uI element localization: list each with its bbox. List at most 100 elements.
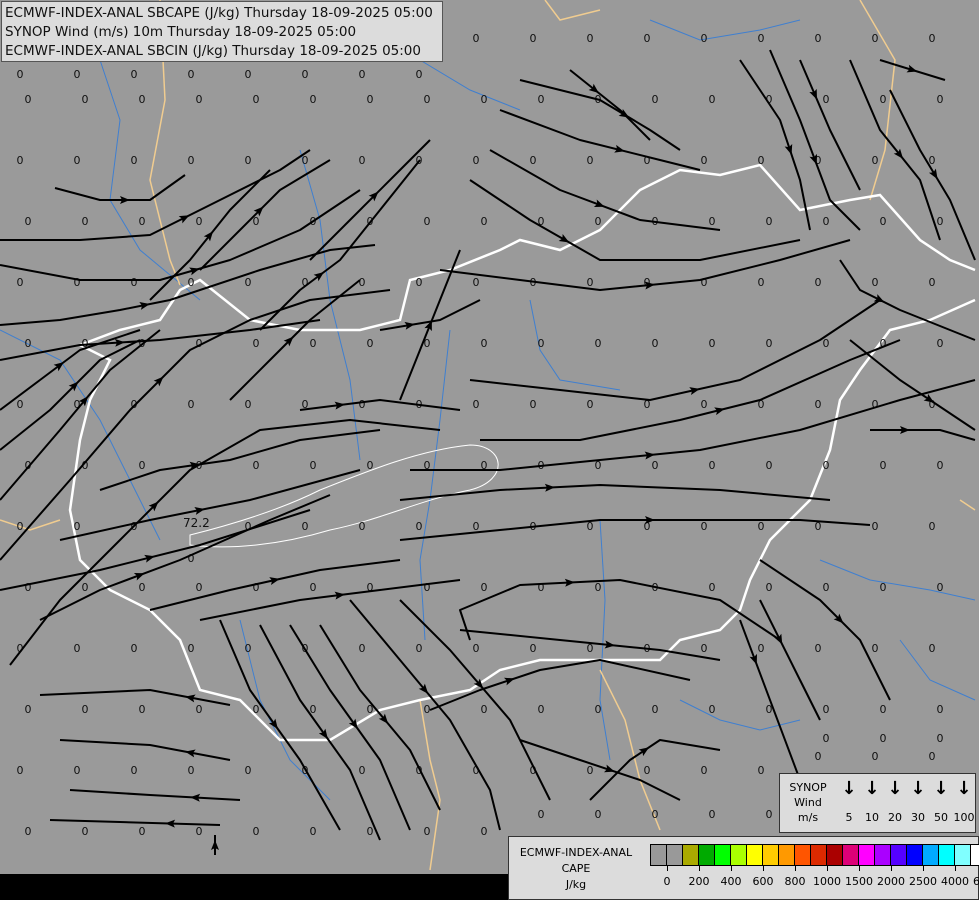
cin-value: 0 — [766, 215, 773, 228]
cin-value: 0 — [644, 32, 651, 45]
cape-legend-title-line: ECMWF-INDEX-ANAL — [519, 846, 633, 859]
cape-legend-unit: J/kg — [565, 878, 587, 891]
cin-value: 0 — [538, 703, 545, 716]
cape-color-swatch — [843, 845, 859, 865]
streamline-arrow-icon — [368, 191, 379, 202]
cin-value: 0 — [815, 750, 822, 763]
cin-value: 0 — [929, 398, 936, 411]
cin-value: 0 — [758, 642, 765, 655]
cin-value: 0 — [17, 398, 24, 411]
cin-value: 0 — [937, 93, 944, 106]
cin-value: 0 — [538, 93, 545, 106]
cin-value: 0 — [530, 764, 537, 777]
streamline — [59, 739, 231, 761]
streamline — [489, 149, 721, 231]
region-border — [544, 0, 601, 21]
cin-value: 0 — [25, 459, 32, 472]
streamline — [589, 739, 721, 801]
cape-tick-label: 400 — [720, 875, 742, 888]
cin-value: 0 — [766, 703, 773, 716]
cin-value: 0 — [424, 825, 431, 838]
cin-value: 0 — [481, 825, 488, 838]
cin-value: 0 — [880, 337, 887, 350]
cin-value: 0 — [139, 825, 146, 838]
cin-value: 0 — [758, 32, 765, 45]
cape-tick-mark — [698, 866, 700, 871]
streamline-arrow-icon — [133, 573, 145, 581]
cape-color-swatch — [939, 845, 955, 865]
streamline — [469, 179, 801, 261]
cin-value: 0 — [595, 581, 602, 594]
streamline-arrow-icon — [139, 302, 150, 310]
streamline — [849, 339, 976, 431]
cin-value: 0 — [253, 93, 260, 106]
cin-value: 0 — [245, 398, 252, 411]
cin-value: 0 — [929, 154, 936, 167]
cin-value: 0 — [701, 642, 708, 655]
streamline — [49, 819, 221, 828]
cin-value: 0 — [758, 276, 765, 289]
streamline-arrow-icon — [928, 168, 938, 180]
streamline-arrow-icon — [906, 64, 918, 73]
wind-arrow-icon: ↓ — [933, 778, 949, 799]
streamline-arrow-icon — [923, 393, 935, 403]
cin-value: 0 — [74, 154, 81, 167]
cin-value: 0 — [416, 276, 423, 289]
streamline — [410, 379, 976, 471]
streamline — [889, 89, 976, 261]
streamline — [229, 279, 361, 401]
streamline — [399, 483, 831, 501]
streamline-arrow-icon — [348, 718, 358, 730]
cin-value: 0 — [359, 154, 366, 167]
cape-color-swatch — [651, 845, 667, 865]
wind-arrow-icon: ↓ — [910, 778, 926, 799]
region-border — [0, 519, 61, 531]
wind-speed-label: 5 — [845, 811, 853, 824]
cape-tick-mark — [762, 866, 764, 871]
streamline-arrow-icon — [269, 577, 280, 585]
streamline — [379, 299, 481, 331]
streamline-arrow-icon — [418, 683, 429, 694]
region-border — [599, 669, 661, 831]
cin-value: 0 — [473, 764, 480, 777]
cin-value: 0 — [424, 215, 431, 228]
cin-value: 0 — [587, 32, 594, 45]
cin-value: 0 — [253, 337, 260, 350]
cin-value: 0 — [766, 93, 773, 106]
cin-value: 0 — [872, 154, 879, 167]
cin-value: 0 — [880, 459, 887, 472]
streamline-arrow-icon — [604, 640, 615, 649]
cin-value: 0 — [644, 398, 651, 411]
cape-tick-label: 1000 — [813, 875, 841, 888]
cin-value: 0 — [302, 398, 309, 411]
cin-value: 0 — [595, 808, 602, 821]
wind-speed-label: 100 — [953, 811, 975, 824]
streamline-arrow-icon — [144, 554, 155, 563]
streamline-arrow-icon — [588, 83, 599, 94]
cin-value: 0 — [473, 32, 480, 45]
cape-color-swatch — [779, 845, 795, 865]
cin-value: 0 — [245, 642, 252, 655]
cape-tick-label: 0 — [663, 875, 671, 888]
streamline-arrow-icon — [318, 728, 328, 740]
streamline-arrow-icon — [784, 143, 793, 155]
cin-value: 0 — [937, 337, 944, 350]
cin-value: 0 — [872, 32, 879, 45]
cape-color-swatch — [683, 845, 699, 865]
streamline — [469, 299, 881, 401]
streamline-arrow-icon — [774, 633, 783, 645]
wind-legend: SYNOP Wind m/s ↓ 5 ↓ 10 ↓ 20 ↓ 30 ↓ 50 ↓ 100 — [779, 773, 976, 833]
streamline-arrow-icon — [689, 387, 700, 395]
cin-value: 0 — [538, 808, 545, 821]
streamline — [399, 249, 461, 401]
wind-arrow-icon: ↓ — [841, 778, 857, 799]
cin-value: 0 — [196, 703, 203, 716]
cape-legend: ECMWF-INDEX-ANAL CAPE J/kg 0 200 400 600 800… — [508, 836, 979, 900]
cin-value: 0 — [188, 154, 195, 167]
cin-value: 0 — [872, 398, 879, 411]
streamline-arrow-icon — [78, 396, 89, 407]
streamline — [54, 174, 186, 204]
country-border — [68, 298, 976, 742]
cin-value: 0 — [644, 520, 651, 533]
